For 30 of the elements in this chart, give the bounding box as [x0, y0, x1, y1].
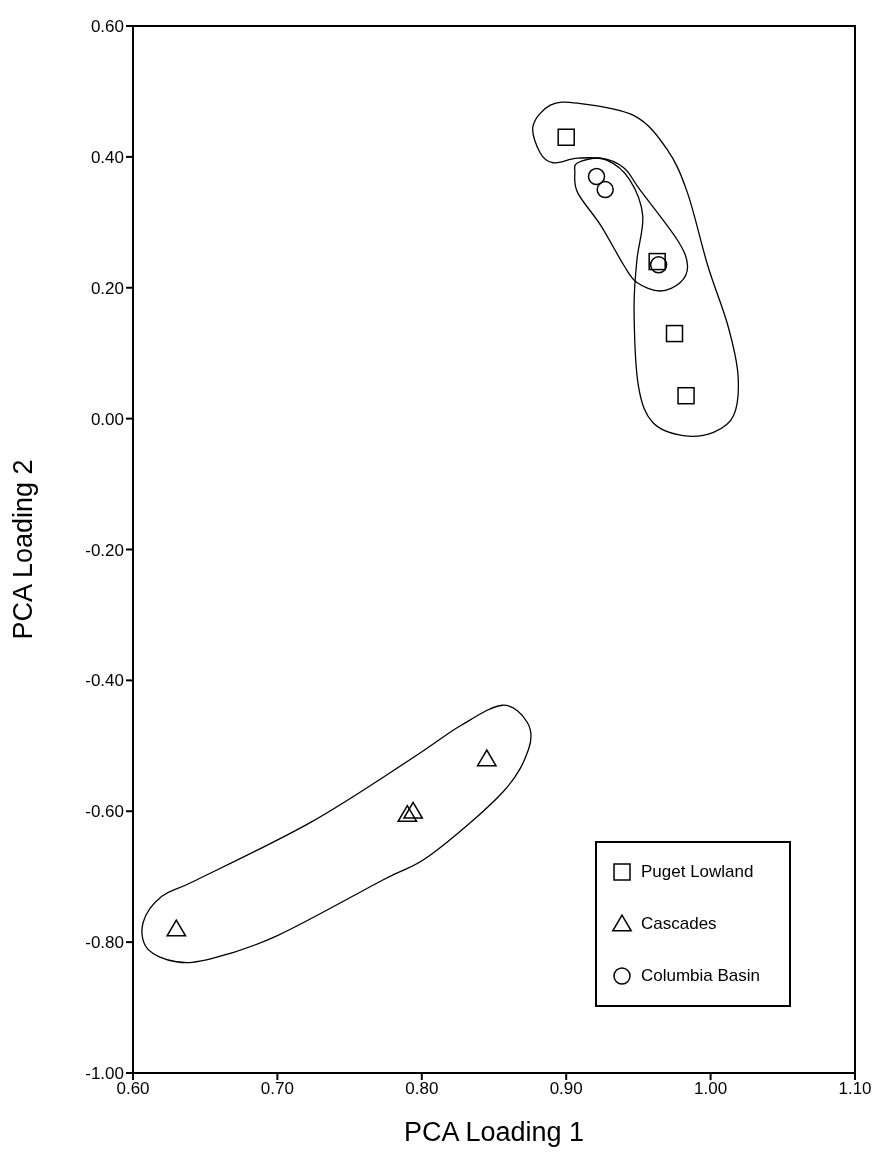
x-tick-label: 0.80 — [405, 1079, 439, 1099]
y-tick-label: 0.60 — [90, 17, 124, 37]
legend-label: Puget Lowland — [641, 862, 754, 882]
point — [648, 252, 666, 271]
legend-label: Cascades — [641, 914, 717, 934]
point — [403, 801, 424, 819]
x-tick-label: 0.70 — [260, 1079, 294, 1099]
point — [649, 256, 668, 274]
point — [587, 167, 606, 186]
x-tick-label: 1.00 — [694, 1079, 728, 1099]
y-tick-label: 0.00 — [90, 409, 124, 429]
x-tick-label: 0.60 — [116, 1079, 150, 1099]
y-tick-label: -0.40 — [85, 671, 124, 691]
legend-label: Columbia Basin — [641, 966, 761, 986]
y-axis-title: PCA Loading 2 — [7, 459, 38, 640]
y-tick-label: -0.60 — [85, 802, 124, 822]
point — [596, 180, 614, 199]
point — [557, 128, 575, 146]
x-tick-label: 1.10 — [838, 1079, 872, 1099]
y-tick-label: 0.20 — [90, 278, 124, 298]
point — [166, 919, 187, 937]
point — [665, 324, 684, 343]
y-tick-label: 0.40 — [90, 147, 124, 167]
y-tick-label: -0.80 — [85, 933, 124, 953]
y-tick-label: -0.20 — [85, 540, 124, 560]
x-axis-title: PCA Loading 1 — [403, 1117, 585, 1147]
point — [476, 749, 497, 767]
point — [677, 386, 695, 405]
x-tick-label: 0.90 — [549, 1079, 583, 1099]
point — [397, 804, 418, 823]
